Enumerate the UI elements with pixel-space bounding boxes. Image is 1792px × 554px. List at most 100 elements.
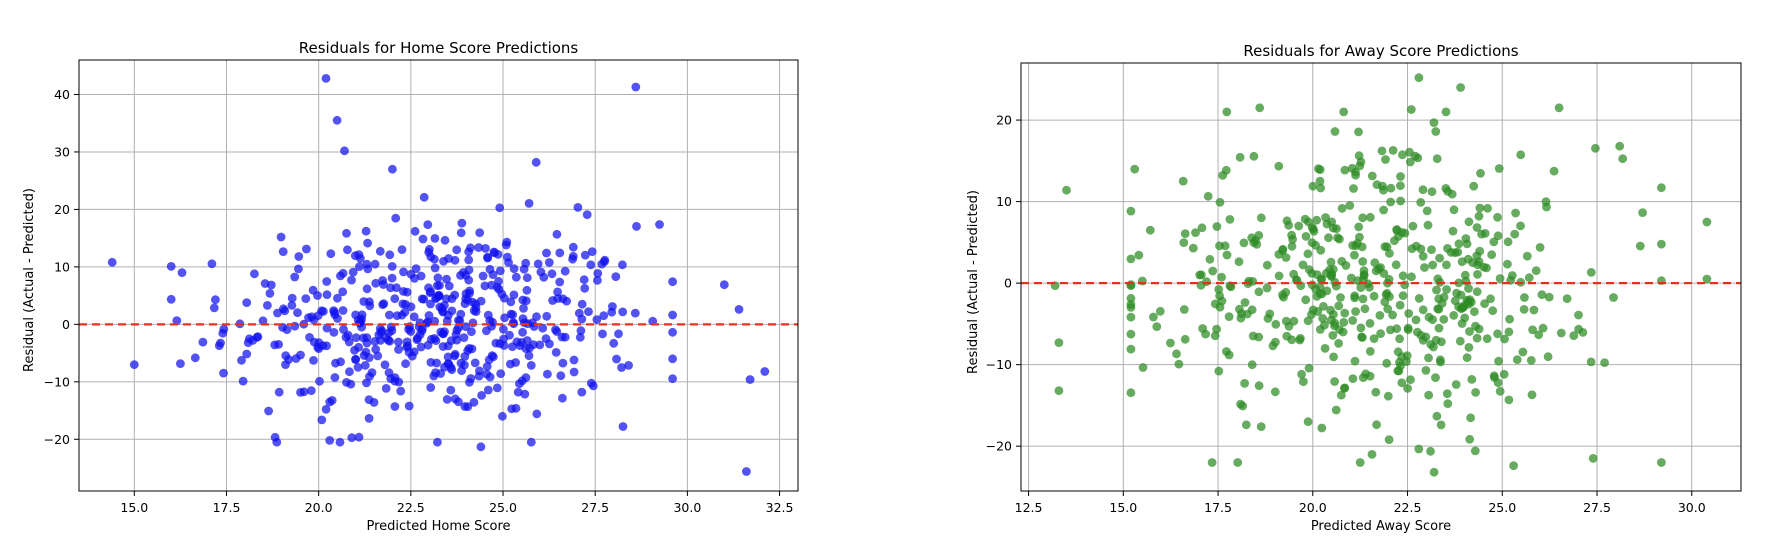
away-data-point xyxy=(1493,231,1503,241)
home-data-point xyxy=(592,315,602,324)
home-data-point xyxy=(238,376,248,386)
home-data-point xyxy=(760,367,770,376)
home-data-point xyxy=(552,229,562,239)
home-data-point xyxy=(426,383,436,392)
home-data-point xyxy=(450,255,460,265)
home-data-point xyxy=(464,255,474,265)
away-data-point xyxy=(1441,107,1451,117)
home-data-point xyxy=(440,235,450,245)
home-data-point xyxy=(290,321,300,331)
home-data-point xyxy=(470,358,480,368)
home-data-point xyxy=(542,248,551,258)
away-data-point xyxy=(1434,294,1444,304)
home-data-point xyxy=(396,386,406,396)
home-data-point xyxy=(580,250,590,260)
home-data-point xyxy=(569,355,579,365)
away-data-point xyxy=(1215,197,1225,207)
home-data-point xyxy=(322,341,331,351)
away-data-point xyxy=(1516,150,1526,160)
away-data-point xyxy=(1657,183,1666,193)
away-data-point xyxy=(1657,458,1666,467)
home-data-point xyxy=(211,295,220,305)
away-data-point xyxy=(1398,150,1407,160)
home-data-point xyxy=(742,467,751,476)
away-data-point xyxy=(1465,434,1475,444)
home-data-point xyxy=(541,334,551,343)
away-data-point xyxy=(1538,323,1548,333)
away-data-point xyxy=(1222,250,1232,260)
away-data-point xyxy=(1504,395,1514,405)
away-data-point xyxy=(1527,390,1537,400)
home-data-point xyxy=(216,338,225,348)
home-data-point xyxy=(207,259,217,269)
home-data-point xyxy=(547,269,557,279)
home-data-point xyxy=(577,314,587,324)
away-data-point xyxy=(1299,377,1308,386)
away-data-point xyxy=(1493,329,1502,339)
away-data-point xyxy=(1214,285,1224,294)
away-data-point xyxy=(1327,217,1337,227)
away-data-point xyxy=(1432,411,1442,421)
home-data-point xyxy=(293,308,302,318)
away-x-tick-label: 25.0 xyxy=(1488,500,1516,515)
home-x-tick-label: 30.0 xyxy=(673,500,701,515)
away-data-point xyxy=(1336,293,1345,302)
home-plot-title: Residuals for Home Score Predictions xyxy=(299,39,579,57)
home-data-point xyxy=(614,329,623,339)
home-data-point xyxy=(390,294,400,304)
away-data-point xyxy=(1414,444,1424,454)
away-data-point xyxy=(1463,254,1473,264)
home-data-point xyxy=(551,325,560,335)
away-data-point xyxy=(1284,220,1294,230)
home-data-point xyxy=(434,290,444,300)
away-x-tick-label: 20.0 xyxy=(1299,500,1327,515)
home-data-point xyxy=(365,372,374,381)
home-x-tick-label: 17.5 xyxy=(213,500,241,515)
away-data-point xyxy=(1172,349,1181,359)
home-data-point xyxy=(381,384,391,393)
home-data-point xyxy=(335,437,345,447)
away-data-point xyxy=(1505,314,1514,324)
home-axes-frame xyxy=(78,59,799,492)
away-data-point xyxy=(1130,164,1140,174)
home-data-point xyxy=(362,259,372,269)
away-data-point xyxy=(1411,315,1421,325)
home-data-point xyxy=(555,277,565,287)
away-data-point xyxy=(1282,331,1292,341)
home-data-point xyxy=(370,259,380,269)
away-data-point xyxy=(1340,165,1350,175)
away-data-point xyxy=(1256,213,1266,223)
away-data-point xyxy=(1361,369,1371,379)
home-data-point xyxy=(387,273,397,283)
home-data-point xyxy=(655,220,664,229)
home-y-tick-label: 40 xyxy=(54,87,70,102)
away-data-point xyxy=(1531,266,1541,276)
home-data-point xyxy=(518,327,527,337)
away-data-point xyxy=(1455,336,1465,346)
home-data-point xyxy=(506,297,516,307)
away-data-point xyxy=(1256,422,1266,431)
home-data-point xyxy=(348,267,358,277)
home-data-point xyxy=(237,355,246,365)
away-data-point xyxy=(1336,390,1346,400)
away-data-point xyxy=(1274,250,1284,259)
home-data-point xyxy=(499,324,508,334)
away-data-point xyxy=(1405,147,1414,157)
away-data-point xyxy=(1371,266,1381,276)
home-data-point xyxy=(536,267,546,277)
home-data-point xyxy=(403,341,412,351)
home-data-point xyxy=(618,260,627,270)
home-data-point xyxy=(354,432,364,442)
away-data-point xyxy=(1542,202,1551,212)
away-data-point xyxy=(1482,263,1491,273)
away-data-point xyxy=(1600,358,1609,368)
away-data-point xyxy=(1240,298,1250,307)
home-data-point xyxy=(668,310,677,320)
away-data-point xyxy=(1386,325,1395,335)
home-data-point xyxy=(521,373,531,382)
away-data-point xyxy=(1456,83,1465,92)
away-data-point xyxy=(1528,325,1537,335)
away-data-point xyxy=(1395,334,1404,344)
away-data-point xyxy=(1396,361,1405,371)
away-data-point xyxy=(1618,154,1628,164)
